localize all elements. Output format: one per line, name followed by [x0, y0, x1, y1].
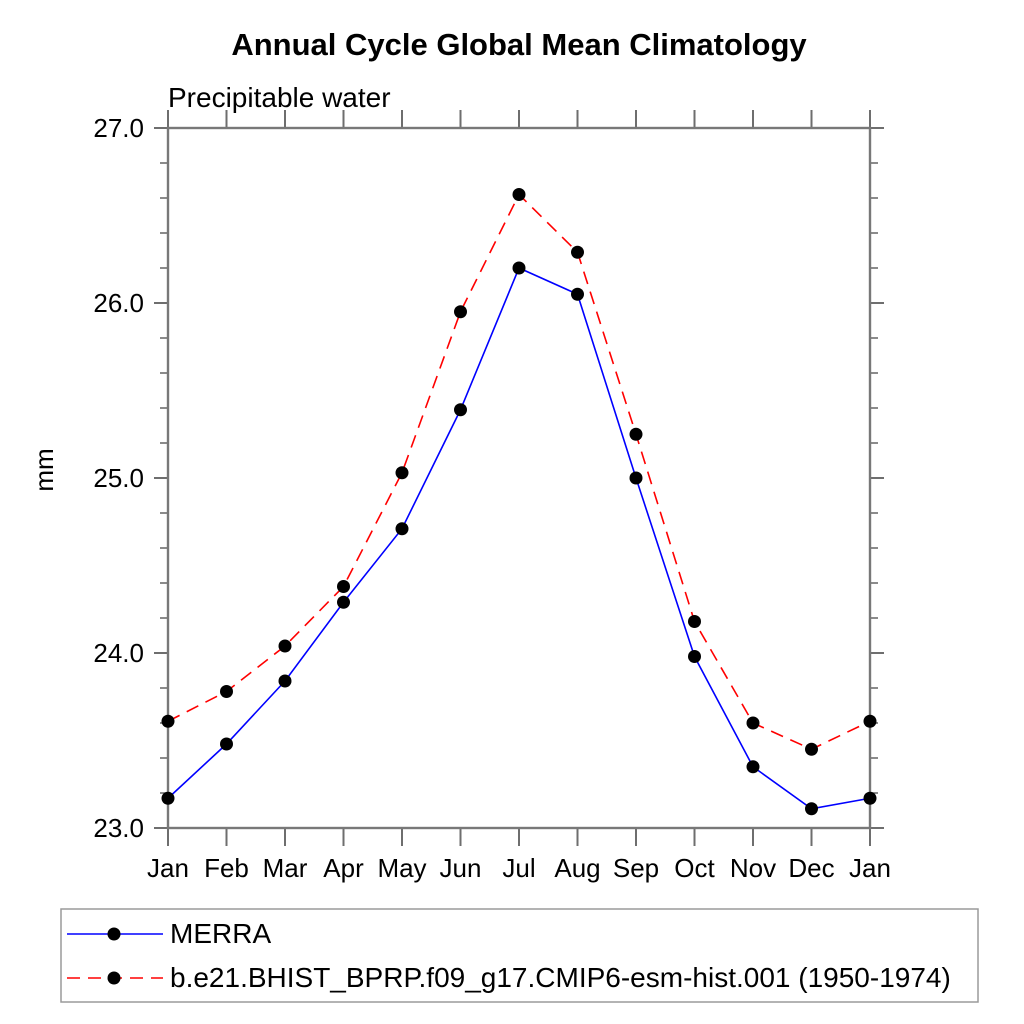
data-point-marker — [746, 760, 760, 774]
data-point-marker — [161, 714, 175, 728]
data-point-marker — [395, 522, 409, 536]
data-point-marker — [629, 427, 643, 441]
y-axis-label: mm — [29, 448, 59, 491]
data-point-marker — [571, 245, 584, 259]
y-tick-label: 26.0 — [93, 288, 144, 318]
x-tick-label: Mar — [263, 853, 308, 883]
data-point-marker — [278, 639, 292, 653]
data-point-marker — [571, 287, 584, 301]
data-point-marker — [688, 615, 701, 628]
x-tick-label: Jan — [849, 853, 891, 883]
x-tick-label: Jun — [440, 853, 482, 883]
axis-ticks — [154, 110, 884, 846]
legend-marker-merra — [107, 927, 121, 941]
data-point-marker — [454, 305, 467, 319]
legend: MERRA b.e21.BHIST_BPRP.f09_g17.CMIP6-esm… — [60, 908, 979, 1003]
data-point-marker — [220, 685, 233, 698]
legend-label-merra: MERRA — [170, 918, 271, 949]
x-tick-label: Aug — [554, 853, 600, 883]
x-tick-label: Dec — [788, 853, 834, 883]
data-point-marker — [629, 471, 643, 485]
merra-line — [167, 266, 871, 810]
plot-frame — [166, 126, 872, 830]
data-point-marker — [863, 791, 877, 805]
data-point-marker — [746, 716, 760, 730]
y-tick-labels: 23.0 24.0 25.0 26.0 27.0 — [93, 113, 144, 843]
x-tick-label: Jul — [502, 853, 535, 883]
y-tick-label: 25.0 — [93, 463, 144, 493]
legend-entry-model: b.e21.BHIST_BPRP.f09_g17.CMIP6-esm-hist.… — [67, 962, 951, 993]
x-tick-label: Nov — [730, 853, 776, 883]
y-tick-label: 23.0 — [93, 813, 144, 843]
axes-frame — [166, 126, 872, 830]
chart-subtitle: Precipitable water — [168, 82, 391, 113]
legend-label-model: b.e21.BHIST_BPRP.f09_g17.CMIP6-esm-hist.… — [170, 962, 951, 993]
x-tick-label: Jan — [147, 853, 189, 883]
data-point-marker — [805, 802, 818, 816]
x-tick-label: Feb — [204, 853, 249, 883]
data-point-marker — [337, 580, 350, 593]
model-line — [167, 193, 871, 751]
chart-title: Annual Cycle Global Mean Climatology — [231, 27, 807, 62]
x-tick-label: Apr — [323, 853, 364, 883]
x-tick-label: Sep — [613, 853, 659, 883]
y-tick-label: 27.0 — [93, 113, 144, 143]
data-point-marker — [161, 791, 175, 805]
data-point-marker — [863, 714, 877, 728]
x-tick-labels: Jan Feb Mar Apr May Jun Jul Aug Sep Oct Nov Dec Jan — [147, 853, 891, 883]
data-point-marker — [512, 261, 526, 275]
legend-box — [60, 908, 979, 1003]
data-series — [161, 188, 877, 816]
data-point-marker — [512, 188, 526, 201]
data-point-marker — [220, 737, 233, 751]
y-tick-label: 24.0 — [93, 638, 144, 668]
data-point-marker — [805, 742, 818, 756]
data-point-marker — [337, 595, 350, 609]
x-tick-label: May — [377, 853, 426, 883]
legend-marker-model — [107, 971, 121, 985]
data-point-marker — [688, 650, 701, 663]
data-point-marker — [454, 403, 467, 417]
data-point-marker — [278, 674, 292, 688]
legend-entry-merra: MERRA — [67, 918, 271, 949]
data-point-marker — [395, 466, 409, 480]
x-tick-label: Oct — [674, 853, 715, 883]
